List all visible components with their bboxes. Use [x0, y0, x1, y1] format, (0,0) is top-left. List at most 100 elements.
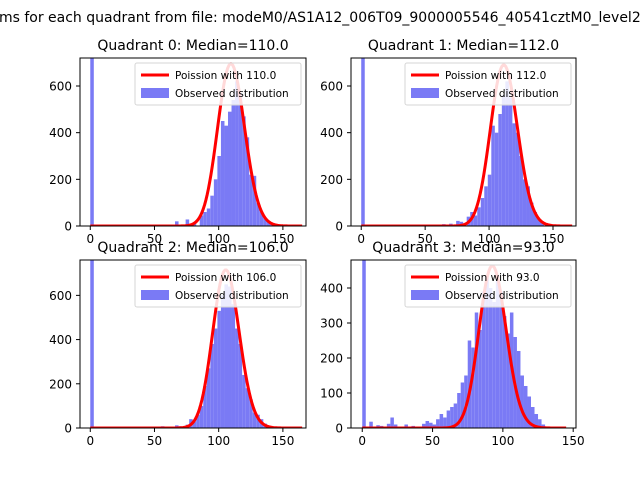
legend-label-observed: Observed distribution — [175, 290, 289, 302]
histogram-bar — [196, 414, 200, 428]
histogram-bar — [538, 419, 542, 428]
histogram-bar — [488, 288, 493, 428]
histogram-bar — [484, 186, 488, 226]
plot-area — [361, 58, 573, 226]
y-tick-label: 400 — [320, 126, 343, 140]
legend-bar-swatch — [411, 88, 439, 98]
y-tick-label: 600 — [49, 289, 72, 303]
histogram-bar — [256, 414, 260, 428]
histogram-bar — [238, 344, 243, 428]
histogram-bar — [471, 347, 475, 428]
histogram-bar — [217, 156, 221, 226]
figure-suptitle: Plots of histograms for each quadrant fr… — [0, 10, 640, 26]
x-tick-label: 0 — [358, 434, 366, 448]
histogram-bar — [249, 399, 253, 428]
legend-bar-swatch — [141, 88, 169, 98]
histogram-bar — [175, 221, 179, 226]
quadrant-panel-3: 0 50 100 150 0 100 200 300 400 Quadrant 3: Median… — [320, 240, 585, 448]
histogram-bar — [429, 422, 433, 428]
x-tick-label: 50 — [147, 434, 162, 448]
y-tick-label: 0 — [335, 422, 343, 436]
histogram-bar — [199, 405, 204, 428]
histogram-bar — [520, 375, 524, 428]
histogram-bar — [266, 221, 271, 226]
histogram-bar — [506, 333, 510, 428]
y-tick-label: 0 — [64, 220, 72, 234]
histogram-bar — [224, 125, 228, 226]
x-tick-label: 0 — [357, 232, 365, 246]
legend-label-observed: Observed distribution — [175, 88, 289, 100]
histogram-bar — [220, 121, 225, 226]
axes-frame — [350, 57, 577, 227]
histogram-bar — [199, 215, 204, 226]
histogram-bar — [231, 100, 236, 226]
histogram-bar — [256, 202, 260, 226]
histogram-bar — [235, 328, 239, 428]
legend-label-poisson: Poission with 110.0 — [175, 70, 276, 82]
histogram-bar — [404, 424, 408, 428]
y-tick-label: 400 — [49, 333, 72, 347]
x-tick-label: 0 — [86, 232, 94, 246]
y-tick-label: 600 — [49, 80, 72, 94]
x-tick-label: 150 — [562, 434, 585, 448]
histogram-bar — [477, 207, 481, 226]
y-tick-label: 200 — [320, 173, 343, 187]
histogram-bar — [439, 414, 444, 428]
histogram-bar — [474, 312, 479, 428]
histogram-bar — [224, 284, 228, 428]
histogram-bar — [210, 195, 214, 226]
axes-frame — [79, 259, 307, 429]
legend: Poission with 93.0 Observed distribution — [404, 264, 572, 308]
poisson-curve — [90, 62, 303, 226]
histogram-bar — [495, 281, 500, 428]
histogram-bar — [516, 351, 521, 428]
plot-area — [90, 260, 303, 428]
histogram-bar — [369, 421, 373, 428]
poisson-curve — [362, 264, 567, 428]
histogram-bar — [362, 260, 366, 428]
histogram-bar — [192, 421, 197, 428]
histogram-bar — [526, 186, 530, 226]
legend-frame — [134, 264, 302, 308]
histogram-bar — [457, 393, 461, 428]
histogram-bar — [220, 295, 225, 428]
x-tick-label: 150 — [542, 232, 565, 246]
histogram-bar — [259, 212, 264, 226]
histogram-bar — [480, 198, 485, 226]
histogram-bar — [502, 316, 507, 428]
histogram-bar — [534, 414, 539, 428]
histogram-bar — [227, 111, 232, 226]
histogram-bar — [498, 114, 502, 226]
panel-title: Quadrant 3: Median=93.0 — [372, 240, 554, 256]
histogram-bar — [540, 222, 545, 226]
y-tick-label: 0 — [335, 220, 343, 234]
histogram-bar — [242, 374, 246, 428]
histogram-bar — [213, 328, 218, 428]
histogram-bar — [210, 344, 214, 428]
plot-area — [362, 260, 567, 428]
histogram-bar — [90, 58, 94, 226]
histogram-bar — [515, 132, 520, 226]
y-tick-label: 600 — [320, 80, 343, 94]
histogram-bar — [519, 156, 523, 226]
histogram-bar — [512, 123, 516, 226]
histogram-bar — [390, 417, 394, 428]
histogram-bar — [252, 175, 257, 226]
plot-area — [90, 58, 303, 226]
legend-label-observed: Observed distribution — [445, 88, 559, 100]
x-tick-label: 50 — [425, 434, 440, 448]
histogram-bar — [505, 81, 509, 226]
poisson-curve — [90, 268, 303, 428]
legend-label-poisson: Poission with 106.0 — [175, 272, 276, 284]
x-tick-label: 100 — [207, 232, 230, 246]
histogram-bar — [242, 116, 246, 226]
y-tick-label: 200 — [320, 352, 343, 366]
histogram-bar — [249, 174, 253, 226]
histogram-bar — [453, 403, 458, 428]
legend-label-poisson: Poission with 112.0 — [445, 70, 546, 82]
histogram-bar — [238, 93, 243, 226]
legend-label-poisson: Poission with 93.0 — [445, 272, 540, 284]
histogram-bar — [422, 423, 426, 428]
axes-frame — [350, 259, 577, 429]
histogram-bar — [522, 179, 527, 226]
